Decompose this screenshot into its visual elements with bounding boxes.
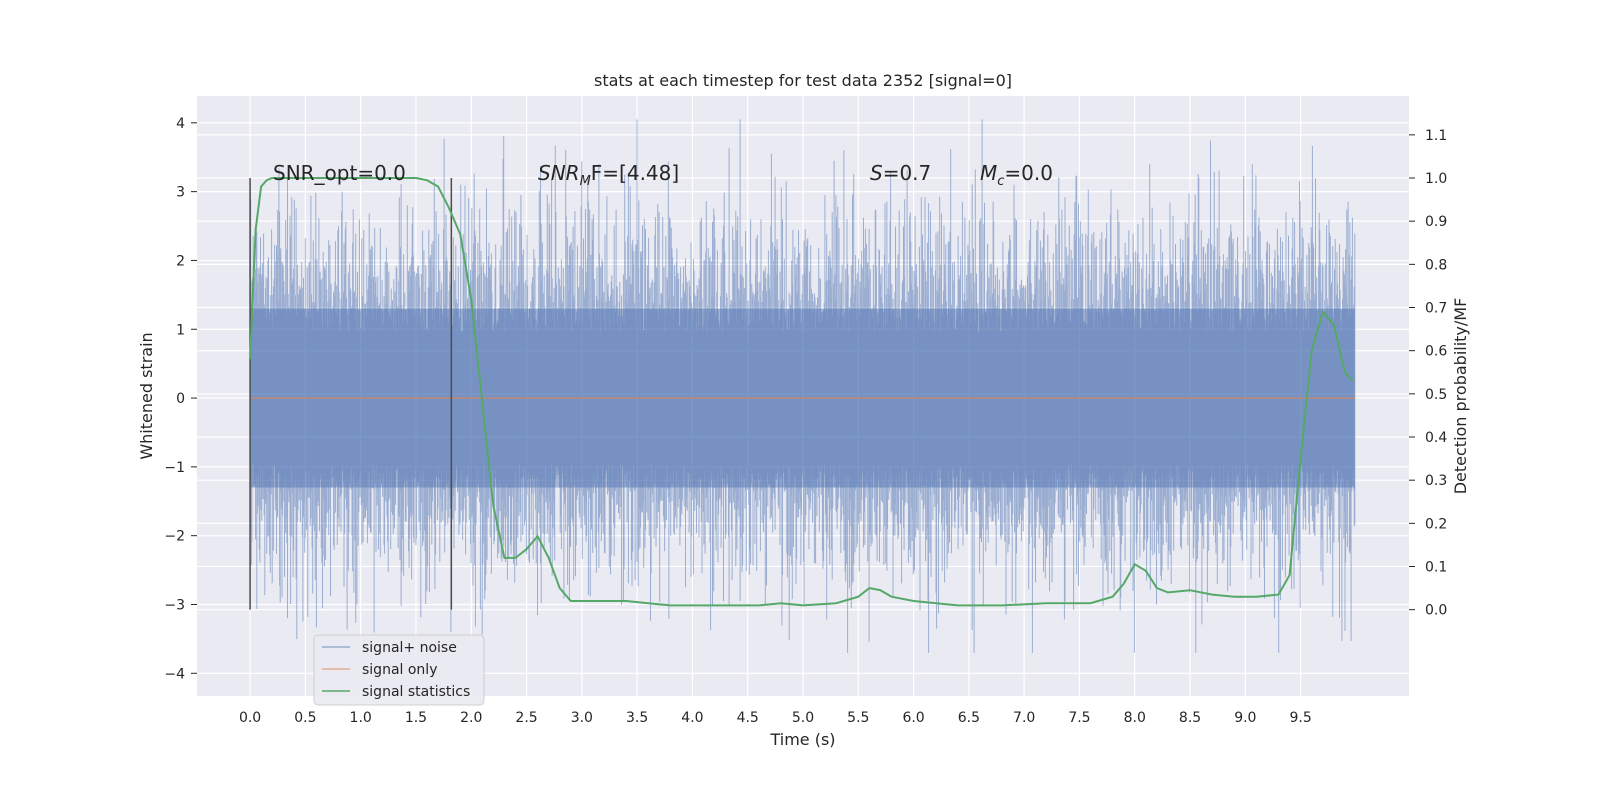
legend-label-signal-only: signal only (362, 662, 437, 678)
annotation-mc-label: M (980, 161, 997, 185)
annotation-mc: Mc=0.0 (980, 161, 1053, 189)
x-tick-label: 0.0 (239, 710, 261, 726)
x-tick-label: 5.5 (847, 710, 869, 726)
y-tick-label: 0 (176, 391, 185, 407)
y-right-tick-label: 0.5 (1425, 387, 1447, 403)
annotation-snr-mf-sub: M (580, 174, 591, 189)
x-tick-label: 3.0 (571, 710, 593, 726)
x-tick-label: 9.5 (1289, 710, 1311, 726)
x-tick-label: 7.5 (1068, 710, 1090, 726)
y-right-tick-label: 0.3 (1425, 473, 1447, 489)
x-tick-label: 2.0 (460, 710, 482, 726)
legend-label-signal-plus-noise: signal+ noise (362, 640, 457, 656)
y-tick-label: 2 (176, 253, 185, 269)
x-tick-label: 2.5 (515, 710, 537, 726)
y-tick-label: −4 (164, 666, 185, 682)
y-right-tick-label: 1.1 (1425, 128, 1447, 144)
annotation-mc-sub: c (997, 174, 1004, 189)
x-tick-label: 4.0 (681, 710, 703, 726)
x-axis-label: Time (s) (769, 730, 835, 749)
y-right-axis-label: Detection probability/MF (1451, 298, 1470, 495)
y-right-tick-label: 0.1 (1425, 560, 1447, 576)
x-tick-label: 1.5 (405, 710, 427, 726)
y-tick-label: −3 (164, 597, 185, 613)
y-right-tick-label: 0.9 (1425, 214, 1447, 230)
x-tick-label: 0.5 (294, 710, 316, 726)
y-tick-label: −1 (164, 460, 185, 476)
x-tick-label: 8.5 (1179, 710, 1201, 726)
x-tick-label: 7.0 (1013, 710, 1035, 726)
y-right-tick-label: 0.4 (1425, 430, 1447, 446)
annotation-snr-mf-rest: F=[4.48] (591, 161, 679, 185)
chart-title: stats at each timestep for test data 235… (594, 71, 1012, 90)
y-right-tick-label: 0.8 (1425, 257, 1447, 273)
annotation-s-label: S (870, 161, 883, 185)
annotations: SNR_opt=0.0 SNRMF=[4.48] S=0.7 Mc=0.0 (273, 161, 1053, 189)
y-axis-label: Whitened strain (137, 332, 156, 459)
x-tick-label: 9.0 (1234, 710, 1256, 726)
annotation-snr-opt: SNR_opt=0.0 (273, 161, 406, 185)
annotation-snr-mf: SNRMF=[4.48] (538, 161, 679, 189)
annotation-snr-mf-base: SNR (538, 161, 580, 185)
x-tick-label: 6.5 (958, 710, 980, 726)
legend-label-signal-statistics: signal statistics (362, 684, 470, 700)
tick-labels: 0.0 0.5 1.0 1.5 2.0 2.5 3.0 3.5 4.0 4.5 5.0 5.5 6.0 6… (164, 116, 1447, 726)
y-tick-label: −2 (164, 529, 185, 545)
y-tick-label: 1 (176, 322, 185, 338)
series-lines (249, 177, 1355, 610)
x-tick-label: 8.0 (1124, 710, 1146, 726)
y-right-tick-label: 0.6 (1425, 344, 1447, 360)
annotation-s: S=0.7 (870, 161, 931, 185)
y-right-tick-label: 0.2 (1425, 516, 1447, 532)
annotation-s-value: =0.7 (883, 161, 932, 185)
annotation-mc-value: =0.0 (1004, 161, 1053, 185)
y-tick-label: 3 (176, 185, 185, 201)
y-tick-label: 4 (176, 116, 185, 132)
signal-statistics-line (249, 177, 1354, 607)
y-right-tick-label: 1.0 (1425, 171, 1447, 187)
legend: signal+ noise signal only signal statist… (313, 634, 485, 706)
x-tick-label: 3.5 (626, 710, 648, 726)
legend-box (313, 634, 485, 706)
y-right-tick-label: 0.7 (1425, 301, 1447, 317)
x-tick-label: 4.5 (737, 710, 759, 726)
x-tick-label: 6.0 (902, 710, 924, 726)
x-tick-label: 1.0 (350, 710, 372, 726)
y-right-tick-label: 0.0 (1425, 603, 1447, 619)
x-tick-label: 5.0 (792, 710, 814, 726)
